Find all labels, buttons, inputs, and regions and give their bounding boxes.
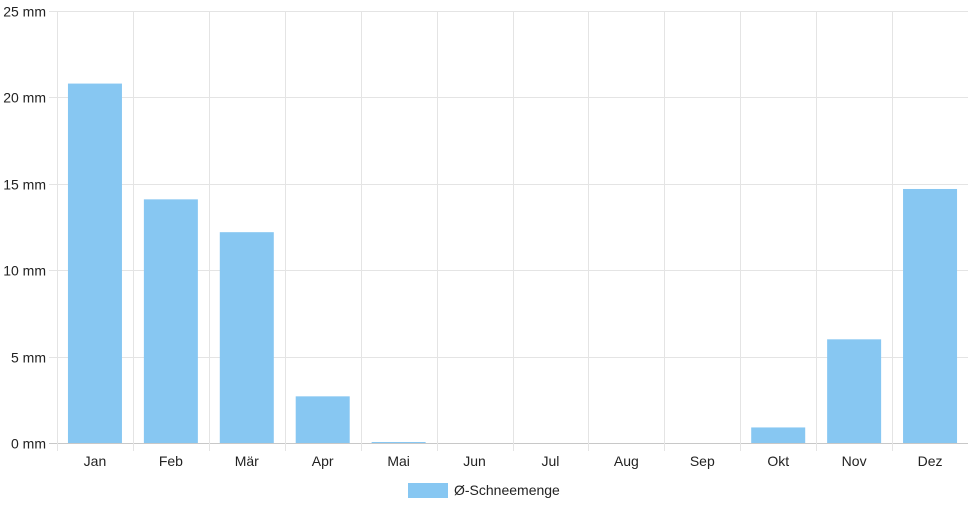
x-tick-label: Nov bbox=[842, 453, 867, 469]
grid-lines bbox=[49, 11, 968, 451]
x-tick-label: Apr bbox=[312, 453, 334, 469]
bar-Feb bbox=[143, 199, 198, 443]
y-tick-label: 10 mm bbox=[3, 263, 46, 279]
bar-Mai bbox=[371, 442, 426, 443]
y-tick-label: 5 mm bbox=[11, 350, 46, 366]
x-tick-label: Okt bbox=[767, 453, 789, 469]
x-tick-label: Jul bbox=[542, 453, 560, 469]
bar-Nov bbox=[827, 339, 882, 443]
x-tick-label: Jan bbox=[84, 453, 107, 469]
bar-Jan bbox=[67, 83, 122, 444]
legend[interactable]: Ø-Schneemenge bbox=[408, 482, 560, 498]
bars bbox=[67, 83, 958, 444]
legend-swatch bbox=[408, 483, 448, 498]
axes: 0 mm 5 mm 10 mm 15 mm 20 mm 25 mm Jan Feb Mär Apr… bbox=[3, 4, 942, 470]
bar-Apr bbox=[295, 396, 350, 443]
x-tick-label: Dez bbox=[918, 453, 943, 469]
bar-Dez bbox=[903, 188, 958, 443]
x-tick-label: Jun bbox=[463, 453, 486, 469]
legend-label: Ø-Schneemenge bbox=[454, 482, 560, 498]
x-tick-label: Aug bbox=[614, 453, 639, 469]
y-tick-label: 15 mm bbox=[3, 177, 46, 193]
x-tick-label: Sep bbox=[690, 453, 715, 469]
x-tick-label: Mär bbox=[235, 453, 259, 469]
bar-Okt bbox=[751, 427, 806, 443]
y-tick-label: 25 mm bbox=[3, 4, 46, 20]
x-tick-label: Mai bbox=[387, 453, 410, 469]
x-tick-label: Feb bbox=[159, 453, 183, 469]
y-tick-label: 20 mm bbox=[3, 90, 46, 106]
y-tick-label: 0 mm bbox=[11, 436, 46, 452]
bar-Mär bbox=[219, 232, 274, 443]
